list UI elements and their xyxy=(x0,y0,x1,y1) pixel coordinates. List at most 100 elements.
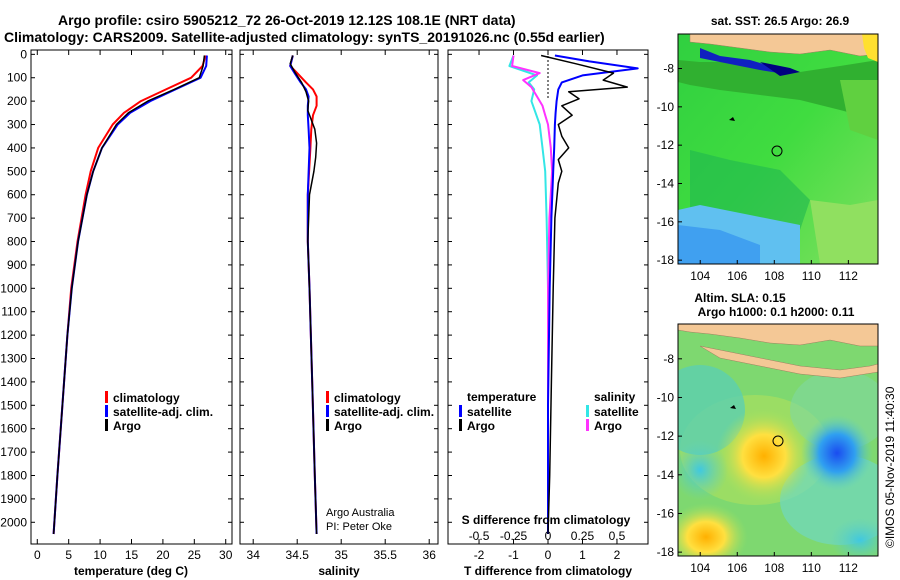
depth-tick-label: 400 xyxy=(7,141,27,155)
x-tick-label: 20 xyxy=(156,548,170,562)
x-tick-label: 35 xyxy=(335,548,349,562)
map-y-tick-label: -10 xyxy=(657,100,675,114)
map-x-tick-label: 112 xyxy=(839,269,858,283)
temp-legend-argo: Argo xyxy=(113,419,141,433)
sal-legend-satellite: satellite-adj. clim. xyxy=(334,405,434,419)
map-x-tick-label: 104 xyxy=(690,269,710,283)
sal-legend-swatch-argo xyxy=(326,419,329,431)
map-x-tick-label: 110 xyxy=(802,561,821,575)
depth-tick-label: 200 xyxy=(7,94,27,108)
depth-tick-label: 1900 xyxy=(0,492,27,506)
sst-map-image xyxy=(678,34,878,264)
depth-tick-label: 500 xyxy=(7,164,27,178)
diff-legend-title-temperature: temperature xyxy=(467,390,537,404)
x-tick-top-label: 0.25 xyxy=(571,529,595,543)
map-y-tick-label: -8 xyxy=(663,352,674,366)
temperature-panel xyxy=(30,49,233,545)
diff-legend-t-satellite: satellite xyxy=(467,405,512,419)
map-y-tick-label: -18 xyxy=(657,545,675,559)
diff-line-t-satellite xyxy=(547,54,639,534)
map-x-tick-label: 108 xyxy=(764,269,784,283)
sal-legend-swatch-climatology xyxy=(326,391,329,403)
temp-legend-swatch-climatology xyxy=(105,391,108,403)
diff-legend-swatch-t-satellite xyxy=(459,405,462,417)
depth-tick-label: 1000 xyxy=(0,281,27,295)
diff-legend-s-argo: Argo xyxy=(594,419,622,433)
x-tick-top-label: 0 xyxy=(545,529,552,543)
map-y-tick-label: -14 xyxy=(657,468,675,482)
depth-tick-label: 1600 xyxy=(0,422,27,436)
map-y-tick-label: -10 xyxy=(657,390,675,404)
difference-top-xlabel: S difference from climatology xyxy=(462,513,631,527)
temp-legend-climatology: climatology xyxy=(113,391,180,405)
map-y-tick-label: -12 xyxy=(657,138,675,152)
map-y-tick-label: -18 xyxy=(657,253,675,267)
diff-line-s-argo xyxy=(511,55,554,534)
x-tick-label: 25 xyxy=(188,548,202,562)
salinity-xlabel: salinity xyxy=(318,564,360,578)
diff-line-t-argo xyxy=(540,54,629,535)
diff-legend-title-salinity: salinity xyxy=(594,390,636,404)
x-tick-label: 1 xyxy=(579,548,586,562)
diff-legend-s-satellite: satellite xyxy=(594,405,639,419)
temp-legend-swatch-argo xyxy=(105,419,108,431)
x-tick-label: 34 xyxy=(247,548,261,562)
depth-tick-label: 2000 xyxy=(0,515,27,529)
map-x-tick-label: 104 xyxy=(690,561,710,575)
depth-tick-label: 1800 xyxy=(0,468,27,482)
depth-tick-label: 300 xyxy=(7,118,27,132)
x-tick-label: -2 xyxy=(474,548,485,562)
temp-legend-satellite: satellite-adj. clim. xyxy=(113,405,213,419)
figure-title: Argo profile: csiro 5905212_72 26-Oct-20… xyxy=(58,12,516,28)
sst-argo-marker xyxy=(771,145,783,157)
footer-timestamp: ©IMOS 05-Nov-2019 11:40:30 xyxy=(883,386,897,548)
x-tick-label: 10 xyxy=(93,548,107,562)
sal-legend-swatch-satellite xyxy=(326,405,329,417)
x-tick-label: 34.5 xyxy=(286,548,310,562)
map-y-tick-label: -12 xyxy=(657,429,675,443)
sal-legend-climatology: climatology xyxy=(334,391,401,405)
map-x-tick-label: 110 xyxy=(802,269,821,283)
diff-legend-t-argo: Argo xyxy=(467,419,495,433)
temp-line-argo xyxy=(52,55,206,535)
credit-pi: PI: Peter Oke xyxy=(326,521,392,533)
x-tick-label: 30 xyxy=(219,548,233,562)
map-y-tick-label: -16 xyxy=(657,215,675,229)
depth-tick-label: 900 xyxy=(7,258,27,272)
depth-tick-label: 600 xyxy=(7,188,27,202)
sal-legend-argo: Argo xyxy=(334,419,362,433)
map-y-tick-label: -8 xyxy=(663,62,674,76)
depth-tick-label: 1300 xyxy=(0,352,27,366)
map-y-tick-label: -14 xyxy=(657,177,675,191)
credit-argo-australia: Argo Australia xyxy=(326,507,395,519)
x-tick-label: -1 xyxy=(508,548,519,562)
map-x-tick-label: 112 xyxy=(839,561,858,575)
salinity-panel xyxy=(239,49,439,545)
depth-tick-label: 700 xyxy=(7,211,27,225)
depth-tick-label: 1500 xyxy=(0,398,27,412)
x-tick-top-label: -0.5 xyxy=(469,529,490,543)
x-tick-label: 0 xyxy=(545,548,552,562)
map-x-tick-label: 106 xyxy=(727,561,747,575)
difference-xlabel: T difference from climatology xyxy=(464,564,632,578)
diff-legend-swatch-t-argo xyxy=(459,419,462,431)
depth-tick-label: 1700 xyxy=(0,445,27,459)
temperature-xlabel: temperature (deg C) xyxy=(74,564,188,578)
diff-legend-swatch-s-satellite xyxy=(586,405,589,417)
sla-map-image xyxy=(678,324,878,556)
map-y-tick-label: -16 xyxy=(657,506,675,520)
x-tick-label: 35.5 xyxy=(374,548,398,562)
depth-tick-label: 1200 xyxy=(0,328,27,342)
depth-tick-label: 100 xyxy=(7,71,27,85)
map-x-tick-label: 108 xyxy=(764,561,784,575)
x-tick-top-label: 0.5 xyxy=(609,529,626,543)
depth-tick-label: 0 xyxy=(20,47,27,61)
x-tick-label: 2 xyxy=(614,548,621,562)
depth-tick-label: 1100 xyxy=(1,305,27,319)
sla-map-subtitle: Argo h1000: 0.1 h2000: 0.11 xyxy=(698,305,855,319)
x-tick-label: 15 xyxy=(125,548,139,562)
map-x-tick-label: 106 xyxy=(727,269,747,283)
x-tick-top-label: -0.25 xyxy=(500,529,528,543)
x-tick-label: 0 xyxy=(34,548,41,562)
